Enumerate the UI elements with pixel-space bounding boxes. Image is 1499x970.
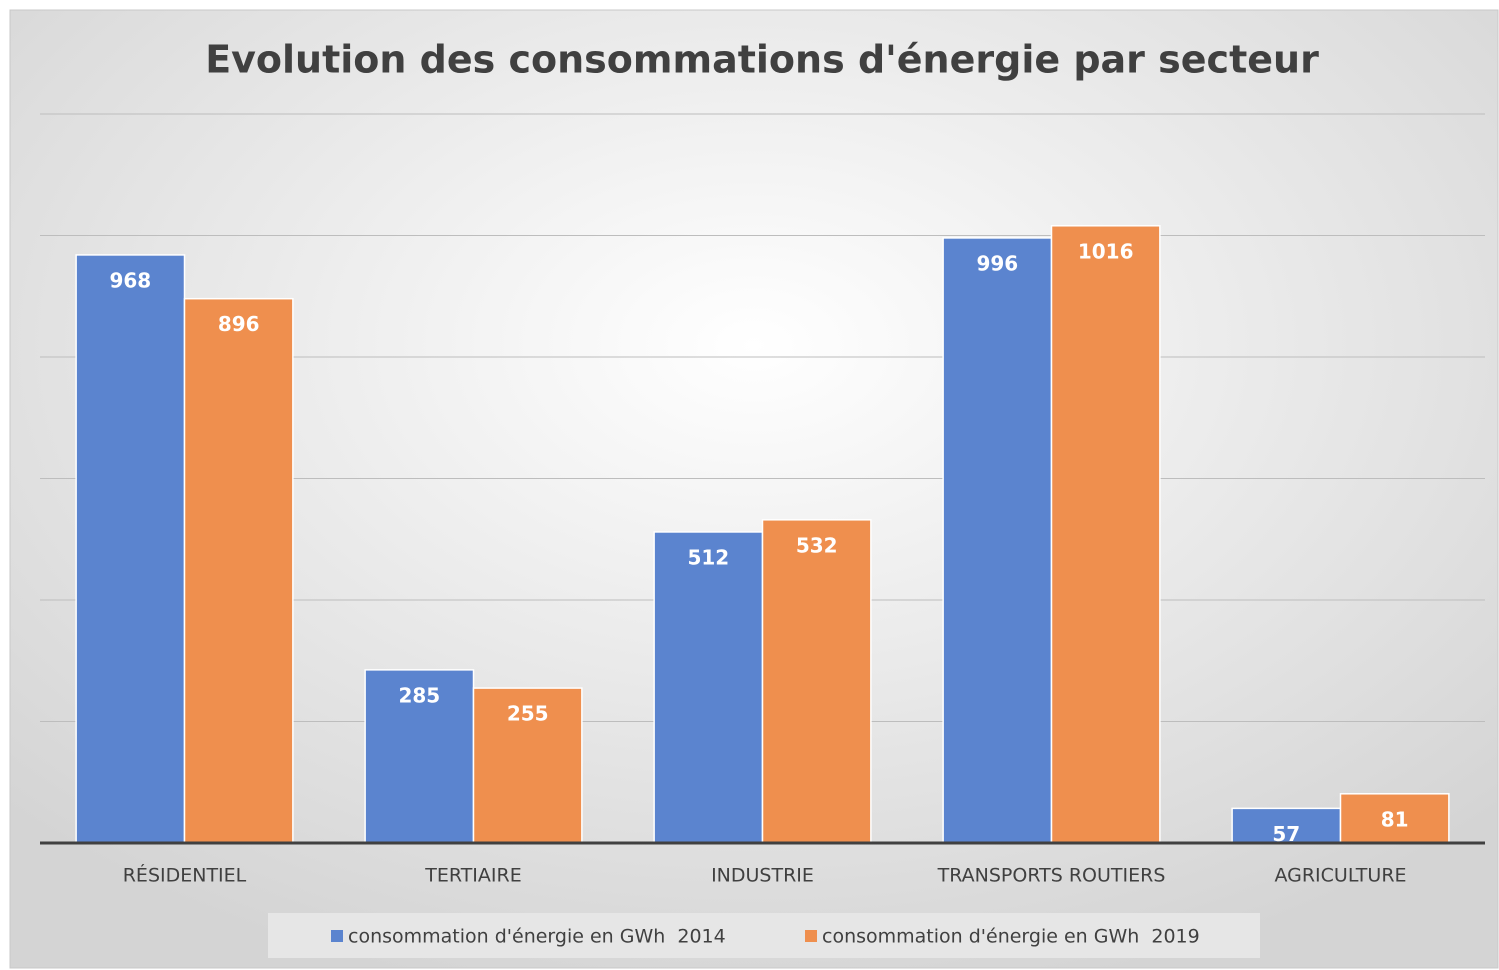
bar	[1339, 793, 1450, 844]
legend-swatch	[805, 930, 817, 942]
data-label: 968	[109, 268, 151, 292]
legend-label: consommation d'énergie en GWh 2019	[822, 926, 1200, 948]
x-tick-label: RÉSIDENTIEL	[123, 864, 247, 887]
x-tick-label: TERTIAIRE	[424, 865, 521, 887]
legend-box	[268, 913, 1260, 958]
bar	[1050, 225, 1161, 844]
x-tick-label: AGRICULTURE	[1274, 865, 1406, 887]
bar	[761, 519, 872, 844]
x-tick-label: TRANSPORTS ROUTIERS	[937, 865, 1166, 887]
data-label: 255	[507, 702, 549, 726]
chart-title: Evolution des consommations d'énergie pa…	[205, 38, 1319, 82]
legend-label: consommation d'énergie en GWh 2014	[348, 926, 726, 948]
data-label: 1016	[1078, 239, 1134, 263]
data-label: 532	[796, 533, 838, 557]
data-label: 285	[398, 683, 440, 707]
bar	[183, 297, 294, 844]
data-label: 896	[218, 312, 260, 336]
bar	[1231, 807, 1342, 844]
bar	[653, 531, 764, 844]
data-label: 996	[976, 251, 1018, 275]
bar	[942, 237, 1053, 844]
x-tick-label: INDUSTRIE	[711, 865, 814, 887]
data-label: 512	[687, 545, 729, 569]
bar	[75, 254, 186, 844]
legend-swatch	[331, 930, 343, 942]
data-label: 81	[1381, 807, 1409, 831]
bar	[364, 669, 475, 844]
